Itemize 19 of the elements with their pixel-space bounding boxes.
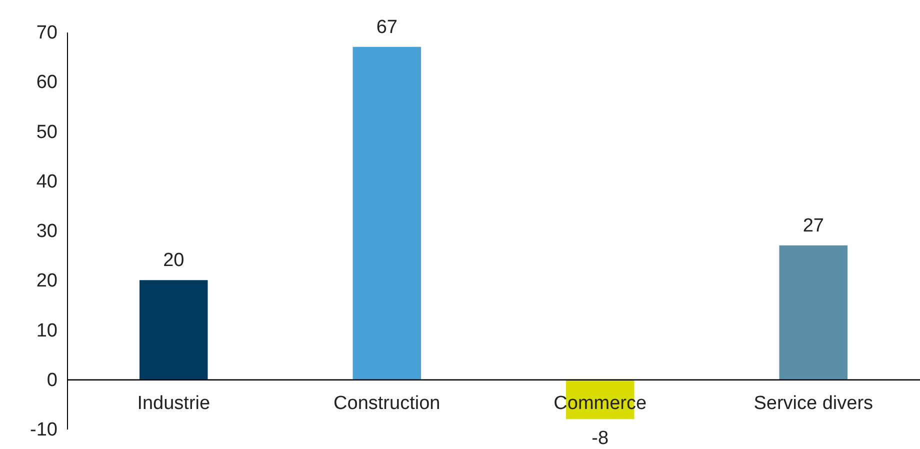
y-tick-label: 70 — [36, 22, 58, 44]
data-label: -8 — [592, 428, 609, 449]
y-tick-label: 40 — [36, 171, 58, 192]
y-tick-label: 50 — [36, 122, 58, 143]
data-label: 27 — [802, 215, 824, 236]
y-tick-label: 20 — [36, 270, 58, 292]
bar — [352, 46, 421, 380]
data-label: 20 — [163, 250, 184, 272]
y-tick-label: -10 — [30, 420, 58, 440]
x-tick-label: Industrie — [137, 392, 210, 414]
bar — [140, 280, 208, 380]
y-tick-label: 60 — [36, 72, 58, 94]
y-tick-label: 10 — [36, 320, 58, 342]
y-tick-label: 0 — [46, 370, 58, 391]
data-label: 67 — [376, 16, 398, 38]
y-tick-label: 30 — [36, 221, 58, 242]
bar — [779, 245, 848, 380]
x-tick-label: Service divers — [754, 392, 874, 414]
x-tick-label: Construction — [334, 392, 440, 414]
